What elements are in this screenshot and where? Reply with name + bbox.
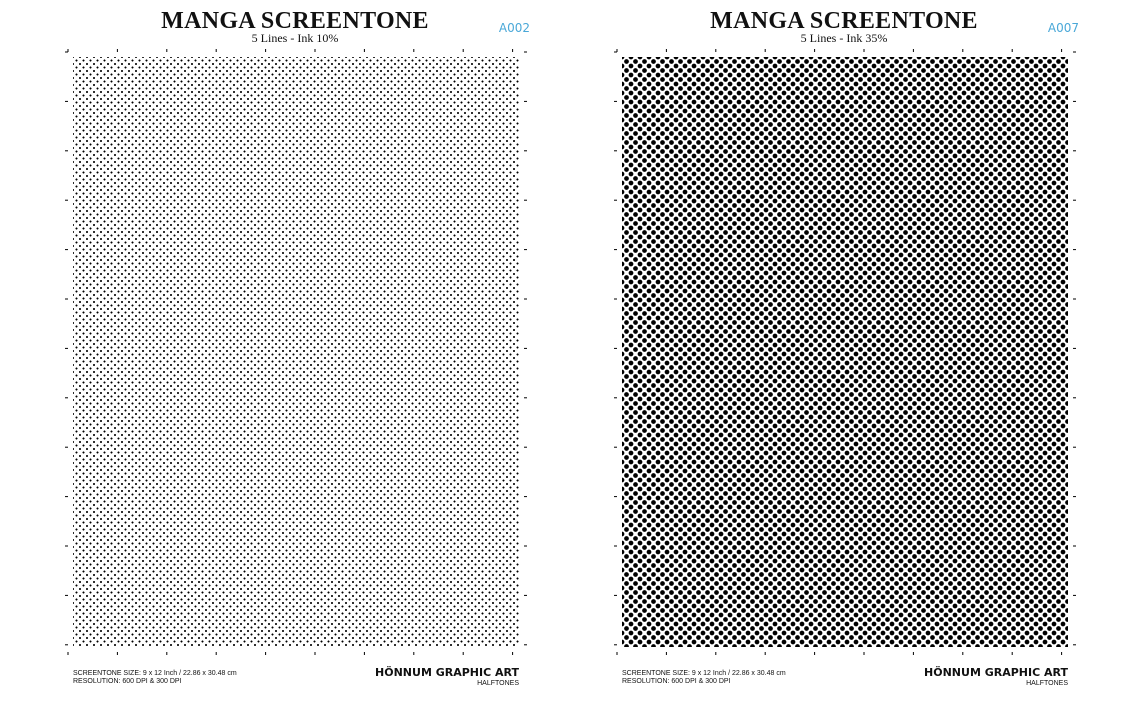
screentone-size-text: SCREENTONE SIZE: 9 x 12 Inch / 22.86 x 3… <box>622 670 786 677</box>
sheet-code: A007 <box>1047 21 1079 35</box>
sheet-title: MANGA SCREENTONE <box>710 8 978 34</box>
brand-name: HÖNNUM GRAPHIC ART <box>375 666 519 679</box>
resolution-text: RESOLUTION: 600 DPI & 300 DPI <box>622 678 731 685</box>
brand-subtitle: HALFTONES <box>477 680 519 687</box>
sheet-specs: SCREENTONE SIZE: 9 x 12 Inch / 22.86 x 3… <box>73 670 237 686</box>
resolution-text: RESOLUTION: 600 DPI & 300 DPI <box>73 678 182 685</box>
halftone-dots-layer-b <box>622 57 1068 647</box>
halftone-dots-layer-b <box>73 57 519 647</box>
screentone-pattern-dark <box>614 49 1076 655</box>
sheet-subtitle: 5 Lines - Ink 10% <box>251 31 339 45</box>
crop-tick-marks <box>614 49 1076 655</box>
crop-tick-marks <box>65 49 527 655</box>
sheet-title: MANGA SCREENTONE <box>161 8 429 34</box>
sheet-subtitle: 5 Lines - Ink 35% <box>800 31 888 45</box>
sheet-code: A002 <box>498 21 530 35</box>
screentone-pattern-light <box>65 49 527 655</box>
screentone-sheet-a007: MANGA SCREENTONE 5 Lines - Ink 35% A007 … <box>609 0 1079 706</box>
brand-name: HÖNNUM GRAPHIC ART <box>924 666 1068 679</box>
screentone-size-text: SCREENTONE SIZE: 9 x 12 Inch / 22.86 x 3… <box>73 670 237 677</box>
sheet-specs: SCREENTONE SIZE: 9 x 12 Inch / 22.86 x 3… <box>622 670 786 686</box>
screentone-sheet-a002: MANGA SCREENTONE 5 Lines - Ink 10% A002 … <box>60 0 530 706</box>
brand-subtitle: HALFTONES <box>1026 680 1068 687</box>
